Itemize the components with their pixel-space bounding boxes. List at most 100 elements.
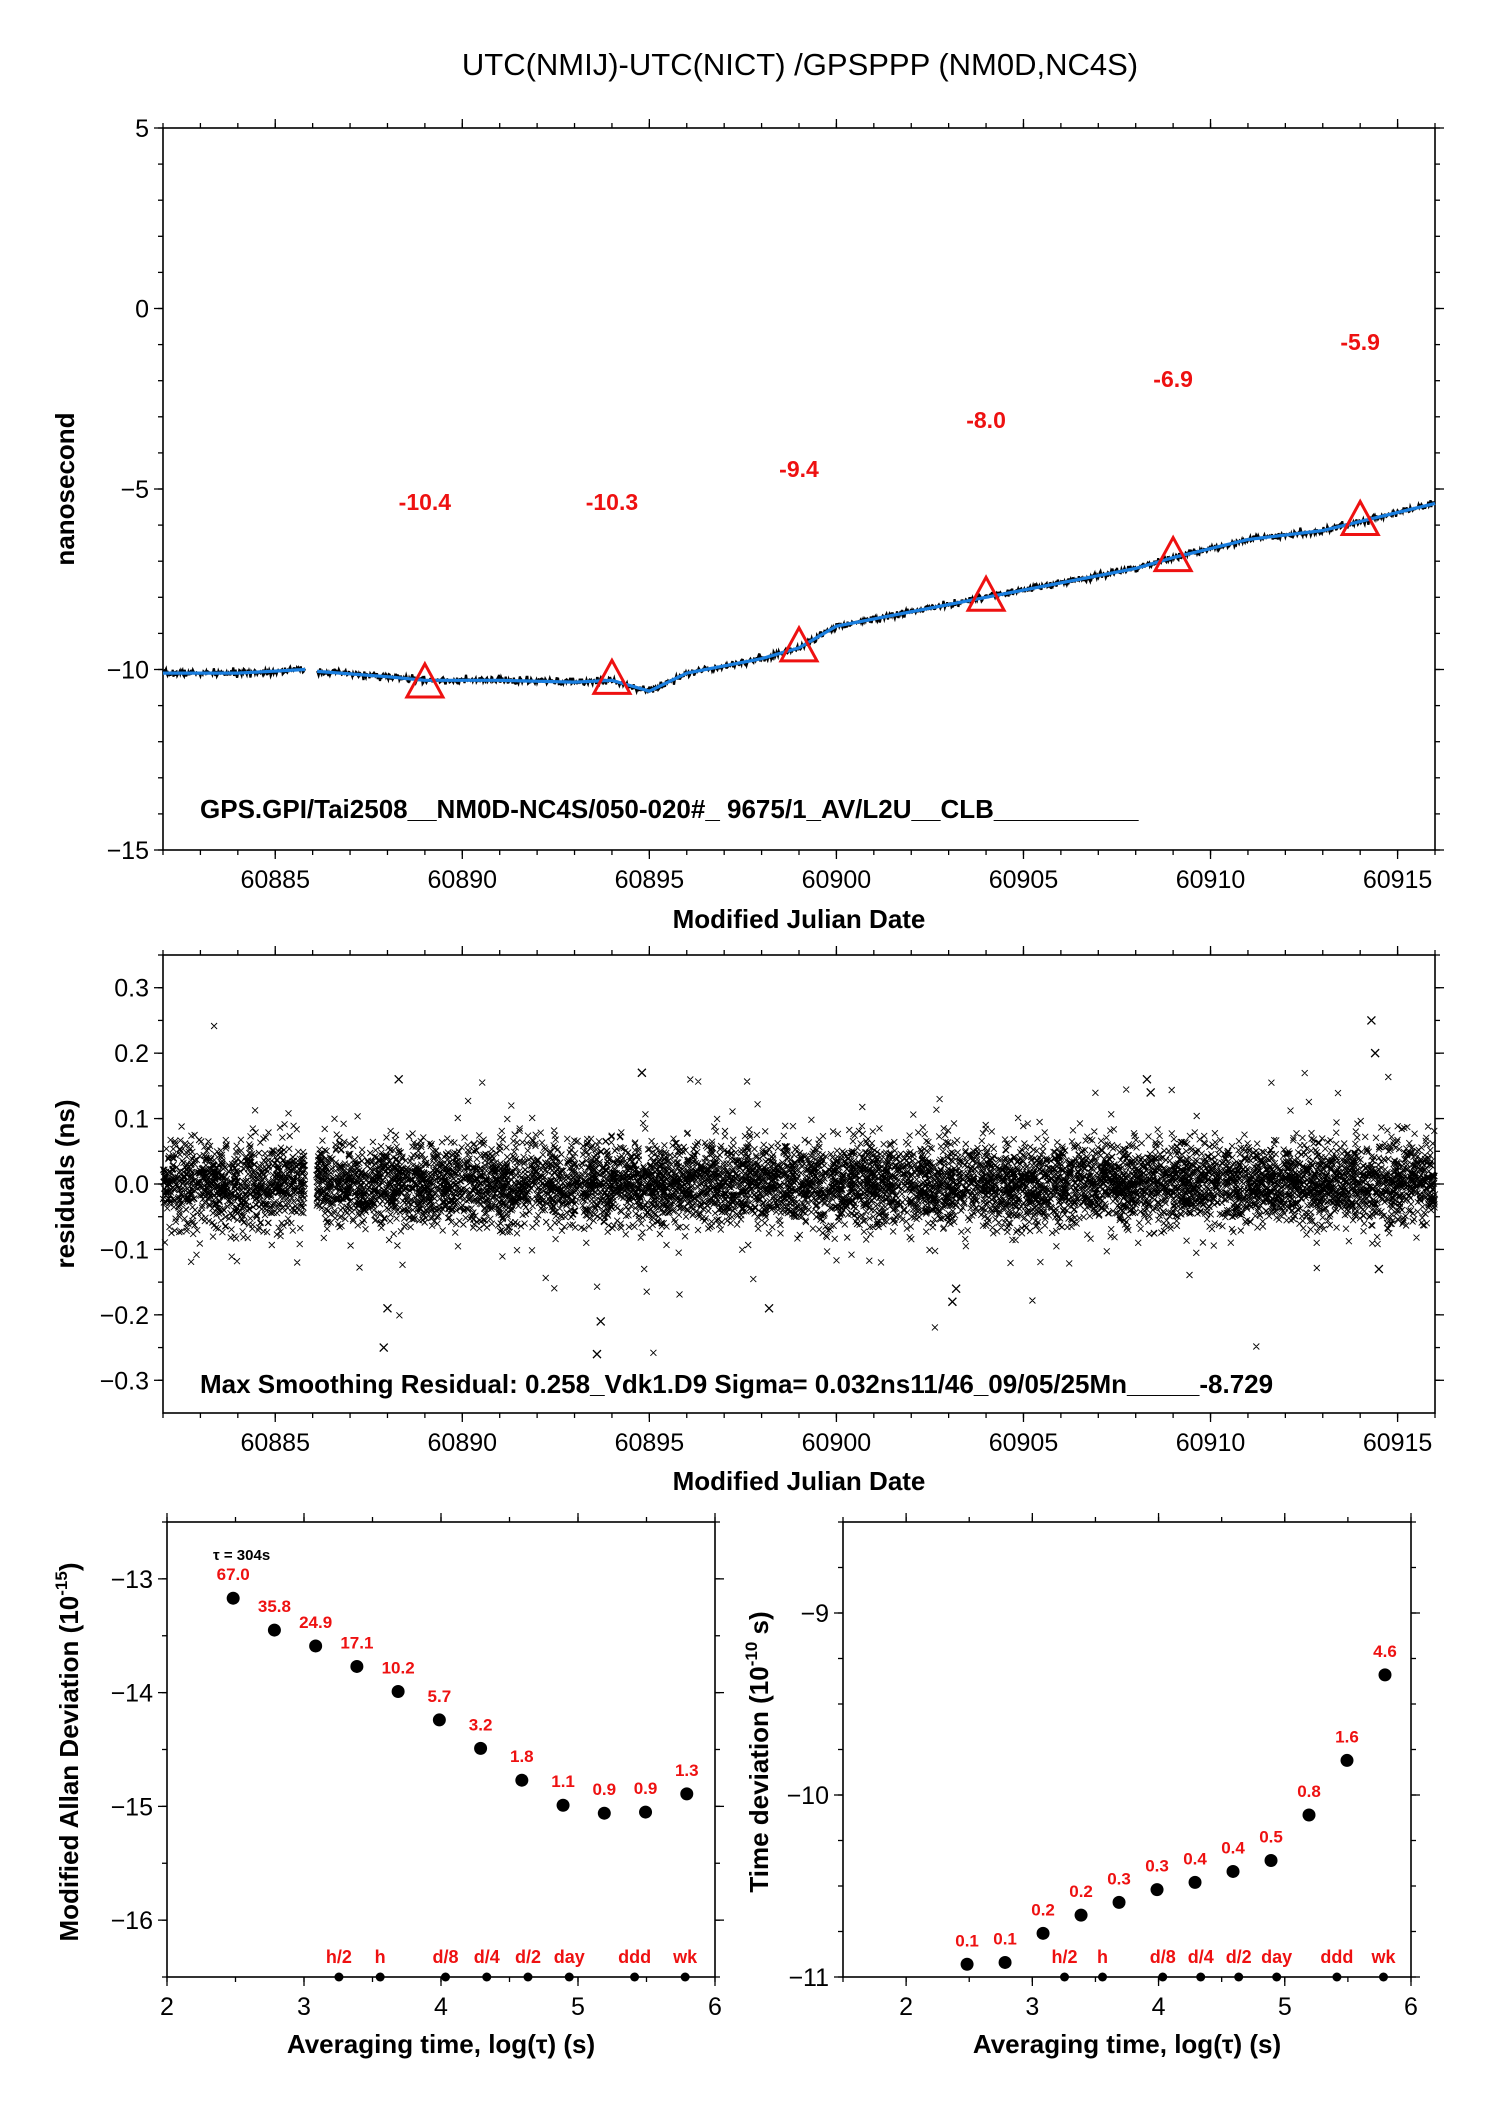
reference-label: d/8: [1150, 1947, 1176, 1967]
y-tick-label: 0.3: [114, 975, 149, 1003]
deviation-point: [267, 1623, 281, 1637]
deviation-point: [309, 1639, 323, 1653]
tdev-y-label: Time deviation (10-10 s): [742, 1611, 774, 1892]
deviation-point: [1378, 1668, 1392, 1682]
marker-value-label: -9.4: [779, 456, 819, 482]
x-tick-label: 60905: [989, 1429, 1059, 1457]
deviation-point: [474, 1741, 488, 1755]
x-tick-label: 2: [160, 1993, 174, 2021]
deviation-point: [391, 1684, 405, 1698]
figure-title: UTC(NMIJ)-UTC(NICT) /GPSPPP (NM0D,NC4S): [462, 47, 1138, 82]
marker-triangle: [591, 657, 633, 695]
y-tick-label: −9: [800, 1600, 829, 1628]
reference-label: d/4: [1188, 1947, 1214, 1967]
reference-label: wk: [672, 1947, 698, 1967]
reference-marker: [1332, 1972, 1342, 1982]
point-value-label: 4.6: [1373, 1642, 1397, 1661]
point-value-label: 1.8: [510, 1747, 534, 1766]
deviation-point: [1188, 1875, 1202, 1889]
marker-value-label: -6.9: [1153, 366, 1193, 392]
reference-label: ddd: [618, 1947, 651, 1967]
raw-data-trace: [162, 500, 1436, 696]
reference-marker: [630, 1972, 640, 1982]
point-value-label: 1.1: [551, 1772, 575, 1791]
x-tick-label: 6: [708, 1993, 722, 2021]
point-value-label: 0.8: [1297, 1782, 1321, 1801]
marker-value-label: -8.0: [966, 407, 1006, 433]
x-tick-label: 60900: [802, 866, 872, 894]
reference-marker: [564, 1972, 574, 1982]
y-tick-label: −10: [787, 1782, 829, 1810]
reference-label: ddd: [1320, 1947, 1353, 1967]
tdev-y-label-end: s): [744, 1611, 774, 1641]
x-tick-label: 3: [297, 1993, 311, 2021]
tdev-y-label-exp: -10: [742, 1642, 761, 1667]
deviation-point: [1264, 1854, 1278, 1868]
mdev-tau-note: τ = 304s: [213, 1547, 270, 1564]
point-value-label: 24.9: [299, 1613, 332, 1632]
reference-label: h/2: [326, 1947, 352, 1967]
marker-value-label: -10.4: [399, 489, 452, 515]
mdev-panel: 67.0 35.8 24.9 17.1 10.2 5.7 3.2 1.8 1.1 0.9 0.9 1.…: [52, 1513, 724, 2059]
x-tick-label: 60895: [615, 1429, 685, 1457]
reference-marker: [1098, 1972, 1108, 1982]
time-series-y-label: nanosecond: [50, 412, 80, 565]
point-value-label: 10.2: [382, 1658, 415, 1677]
deviation-point: [556, 1798, 570, 1812]
residual-outliers: [379, 1015, 1384, 1359]
deviation-point: [680, 1787, 694, 1801]
reference-marker: [1196, 1972, 1206, 1982]
deviation-point: [226, 1591, 240, 1605]
y-tick-label: −5: [120, 476, 149, 504]
point-value-label: 1.6: [1335, 1727, 1359, 1746]
x-tick-label: 5: [571, 1993, 585, 2021]
y-tick-label: −15: [107, 837, 149, 865]
point-value-label: 0.5: [1259, 1828, 1283, 1847]
y-tick-label: −16: [111, 1907, 153, 1935]
point-value-label: 5.7: [428, 1687, 452, 1706]
time-series-x-label: Modified Julian Date: [673, 904, 926, 934]
reference-label: h: [375, 1947, 386, 1967]
reference-label: d/4: [474, 1947, 500, 1967]
mdev-y-label-main: Modified Allan Deviation (10: [54, 1596, 84, 1942]
reference-marker: [680, 1972, 690, 1982]
reference-label: day: [1261, 1947, 1292, 1967]
x-tick-label: 60895: [615, 866, 685, 894]
reference-marker: [482, 1972, 492, 1982]
y-tick-label: −0.2: [100, 1302, 149, 1330]
reference-label: d/2: [515, 1947, 541, 1967]
point-value-label: 3.2: [469, 1715, 493, 1734]
marker-triangle: [1152, 534, 1194, 573]
mdev-x-label: Averaging time, log(τ) (s): [287, 2029, 595, 2059]
x-tick-label: 60890: [428, 1429, 498, 1457]
y-tick-label: 0.1: [114, 1106, 149, 1134]
reference-marker: [375, 1972, 385, 1982]
point-value-label: 17.1: [340, 1633, 373, 1652]
time-series-frame: [162, 127, 1436, 851]
deviation-point: [1340, 1753, 1354, 1767]
x-tick-label: 60915: [1363, 1429, 1433, 1457]
y-tick-label: −11: [788, 1964, 829, 1992]
deviation-point: [998, 1955, 1012, 1969]
point-value-label: 0.4: [1183, 1849, 1207, 1868]
deviation-point: [1302, 1808, 1316, 1822]
reference-label: day: [554, 1947, 585, 1967]
reference-marker: [1234, 1972, 1244, 1982]
y-tick-label: −13: [111, 1566, 153, 1594]
y-tick-label: −14: [111, 1680, 154, 1708]
point-value-label: 0.2: [1031, 1900, 1055, 1919]
reference-marker: [523, 1972, 533, 1982]
y-tick-label: −15: [111, 1793, 153, 1821]
deviation-point: [1226, 1864, 1240, 1878]
x-tick-label: 60910: [1176, 1429, 1246, 1457]
residuals-x-label: Modified Julian Date: [673, 1466, 926, 1496]
reference-marker: [334, 1972, 344, 1982]
mdev-y-label: Modified Allan Deviation (10-15): [52, 1563, 84, 1942]
marker-triangle: [965, 574, 1007, 612]
smoothed-fit-line: [163, 501, 1436, 693]
reference-label: d/2: [1226, 1947, 1252, 1967]
point-value-label: 0.1: [993, 1929, 1017, 1948]
point-value-label: 67.0: [217, 1565, 250, 1584]
y-tick-label: 0: [135, 296, 149, 324]
